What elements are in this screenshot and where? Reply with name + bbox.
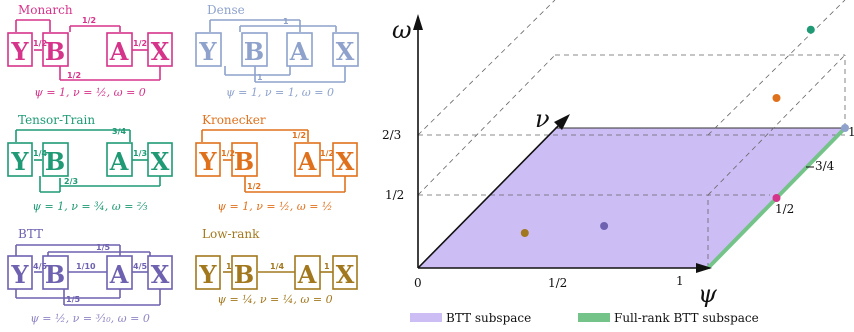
axes xyxy=(413,14,712,273)
rank-label: 3/4 xyxy=(112,127,126,136)
panel-title: Dense xyxy=(207,3,245,17)
rank-label: 1/3 xyxy=(133,149,147,158)
point-low-rank xyxy=(520,229,529,237)
point-btt xyxy=(600,222,609,230)
point-tensor-train xyxy=(806,25,815,34)
box-x: X xyxy=(151,260,170,289)
legend-swatch-full-rank xyxy=(578,313,610,322)
box-b: B xyxy=(45,147,65,176)
axis-label-omega: ω xyxy=(392,16,412,44)
rank-label: 4/5 xyxy=(33,262,47,271)
box-x: X xyxy=(336,37,355,66)
rank-label: 1/2 xyxy=(221,149,235,158)
point-monarch xyxy=(772,194,781,202)
box-b: B xyxy=(45,260,65,289)
panel-title: Low-rank xyxy=(202,227,260,241)
parameter-space-plot: ω ν ψ 0 1/2 1 2/3 1/2 1 3/4 1/2 xyxy=(382,0,854,308)
tick-omega-two-thirds: 2/3 xyxy=(382,128,401,142)
rank-label: 1/2 xyxy=(320,149,334,158)
axis-label-nu: ν xyxy=(535,105,550,133)
panel-monarch: Monarch Y B A X 1/2 1/2 1/2 xyxy=(7,3,173,99)
box-a: A xyxy=(109,37,129,66)
tick-omega-half: 1/2 xyxy=(385,188,404,202)
edge-label-1: 1 xyxy=(848,125,854,139)
rank-label: 1/5 xyxy=(66,295,80,304)
box-y: Y xyxy=(10,260,29,289)
panel-caption: ψ = 1, ν = 1, ω = 0 xyxy=(226,86,334,99)
rank-label: 4/5 xyxy=(133,262,147,271)
rank-label: 1 xyxy=(257,73,263,82)
point-kronecker xyxy=(772,94,781,102)
rank-label: 1/4 xyxy=(33,149,47,158)
tick-psi-half: 1/2 xyxy=(548,276,567,290)
box-y: Y xyxy=(198,147,217,176)
box-x: X xyxy=(151,147,170,176)
panel-caption: ψ = ¼, ν = ¼, ω = 0 xyxy=(217,293,332,306)
rank-label: 1/4 xyxy=(270,262,284,271)
panel-title: Monarch xyxy=(18,3,73,17)
box-b: B xyxy=(234,147,254,176)
panel-title: Tensor-Train xyxy=(18,113,95,127)
panel-caption: ψ = 1, ν = ¾, ω = ⅔ xyxy=(32,200,148,213)
point-dense xyxy=(841,124,849,132)
panel-dense: Dense Y B A X 1 1 xyxy=(195,3,359,99)
dashed-guides xyxy=(417,0,846,268)
box-y: Y xyxy=(198,37,217,66)
btt-subspace-region xyxy=(418,128,845,268)
box-y: Y xyxy=(10,37,29,66)
rank-label: 1/2 xyxy=(247,182,261,191)
panel-tensor-train: Tensor-Train Y B A X 1/4 3/4 1/3 xyxy=(7,113,173,213)
panel-kronecker: Kronecker Y B A X 1/2 1/2 1/2 1/2 xyxy=(195,113,358,213)
box-x: X xyxy=(336,147,355,176)
edge-label-3-4: 3/4 xyxy=(815,159,835,173)
box-y: Y xyxy=(10,147,29,176)
rank-label: 1/2 xyxy=(67,71,81,80)
box-a: A xyxy=(297,147,317,176)
rank-label: 1 xyxy=(283,17,289,26)
box-a: A xyxy=(297,260,317,289)
panel-title: Kronecker xyxy=(202,113,266,127)
panel-caption: ψ = 1, ν = ½, ω = ½ xyxy=(217,200,332,213)
legend: BTT subspace Full-rank BTT subspace xyxy=(410,311,759,325)
panel-low-rank: Low-rank Y B A X 1 1/4 1 ψ = ¼, ν = ¼, ω… xyxy=(195,227,358,306)
panel-caption: ψ = 1, ν = ½, ω = 0 xyxy=(34,86,146,99)
panel-btt: BTT Y B A X xyxy=(7,227,173,325)
tick-psi-one: 1 xyxy=(676,274,684,288)
axis-label-psi: ψ xyxy=(698,280,718,308)
rank-label: 1/2 xyxy=(82,16,96,25)
box-b: B xyxy=(244,37,264,66)
panel-title: BTT xyxy=(18,227,43,241)
rank-label: 1/2 xyxy=(133,39,147,48)
rank-label: 1/2 xyxy=(33,39,47,48)
panel-caption: ψ = ½, ν = ³⁄₁₀, ω = 0 xyxy=(30,312,150,325)
box-b: B xyxy=(234,260,254,289)
rank-label: 1/10 xyxy=(76,262,96,271)
legend-label-btt-subspace: BTT subspace xyxy=(446,311,531,325)
box-a: A xyxy=(109,260,129,289)
box-a: A xyxy=(289,37,309,66)
tick-origin: 0 xyxy=(414,276,422,290)
rank-label: 1 xyxy=(324,262,330,271)
legend-label-full-rank: Full-rank BTT subspace xyxy=(614,311,759,325)
data-points xyxy=(520,25,849,237)
legend-swatch-btt-subspace xyxy=(410,313,442,322)
box-b: B xyxy=(45,37,65,66)
edge-label-1-2: 1/2 xyxy=(775,202,794,216)
rank-label: 1 xyxy=(226,262,232,271)
box-x: X xyxy=(336,260,355,289)
rank-label: 1/2 xyxy=(292,131,306,140)
rank-label: 2/3 xyxy=(64,177,78,186)
box-a: A xyxy=(109,147,129,176)
box-y: Y xyxy=(198,260,217,289)
rank-label: 1/5 xyxy=(96,243,110,252)
box-x: X xyxy=(151,37,170,66)
